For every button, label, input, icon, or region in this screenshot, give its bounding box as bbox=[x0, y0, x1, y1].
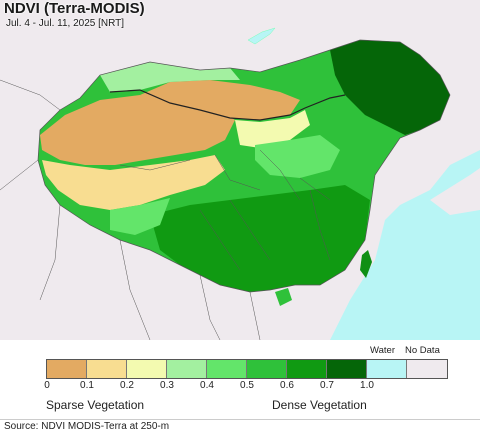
lake-baikal bbox=[247, 27, 276, 45]
ndvi-color-legend bbox=[46, 359, 448, 379]
korea-japan-land bbox=[398, 140, 425, 195]
legend-swatch bbox=[167, 360, 207, 378]
legend-tick-label: 0.5 bbox=[240, 380, 254, 391]
sparse-vegetation-caption: Sparse Vegetation bbox=[46, 398, 145, 412]
source-text: Source: NDVI MODIS-Terra at 250-m bbox=[4, 421, 170, 432]
tibet-south-green bbox=[110, 198, 170, 235]
legend-swatch bbox=[367, 360, 407, 378]
northeast-dark-forest bbox=[330, 40, 450, 135]
china-outer-border bbox=[37, 39, 451, 293]
inner-mongolia-yellow bbox=[235, 110, 310, 148]
legend-tick-label: 0.6 bbox=[280, 380, 294, 391]
taiwan-land bbox=[360, 250, 372, 278]
japan-land bbox=[430, 168, 480, 215]
legend-tick-label: 0.3 bbox=[160, 380, 174, 391]
map-title: NDVI (Terra-MODIS) bbox=[4, 0, 145, 17]
legend-swatch bbox=[127, 360, 167, 378]
legend-tick-label: 0.1 bbox=[80, 380, 94, 391]
legend-swatch bbox=[207, 360, 247, 378]
semi-arid-yellow bbox=[42, 155, 225, 210]
china-ndvi-region bbox=[38, 40, 450, 292]
legend-tick-label: 0.2 bbox=[120, 380, 134, 391]
source-footer: Source: NDVI MODIS-Terra at 250-m bbox=[0, 419, 480, 436]
legend-tick-labels: 0 0.1 0.2 0.3 0.4 0.5 0.6 0.7 1.0 bbox=[0, 380, 480, 394]
date-range: Jul. 4 - Jul. 11, 2025 [NRT] bbox=[6, 18, 125, 29]
legend-swatch bbox=[287, 360, 327, 378]
legend-tick-label: 0 bbox=[44, 380, 50, 391]
neighbor-borders bbox=[0, 79, 261, 340]
hainan-land bbox=[275, 288, 292, 306]
nodata-label: No Data bbox=[405, 345, 440, 356]
legend-swatch bbox=[327, 360, 367, 378]
mongolia-border bbox=[109, 89, 346, 121]
legend-swatch bbox=[247, 360, 287, 378]
legend-swatch bbox=[87, 360, 127, 378]
ndvi-map: NDVI (Terra-MODIS) Jul. 4 - Jul. 11, 202… bbox=[0, 0, 480, 340]
legend-tick-label: 0.7 bbox=[320, 380, 334, 391]
map-canvas bbox=[0, 0, 480, 340]
borders bbox=[0, 39, 451, 340]
legend-swatch bbox=[407, 360, 447, 378]
mongolia-tan bbox=[140, 80, 300, 120]
legend-tick-label: 1.0 bbox=[360, 380, 374, 391]
central-medium-green bbox=[255, 135, 340, 178]
legend-swatch bbox=[47, 360, 87, 378]
province-borders bbox=[119, 149, 331, 271]
water-label: Water bbox=[370, 345, 395, 356]
arid-west-tan bbox=[40, 95, 235, 165]
steppe-lightgreen bbox=[100, 62, 240, 92]
dense-vegetation-caption: Dense Vegetation bbox=[272, 398, 367, 412]
south-dense-forest bbox=[150, 185, 370, 292]
legend-tick-label: 0.4 bbox=[200, 380, 214, 391]
